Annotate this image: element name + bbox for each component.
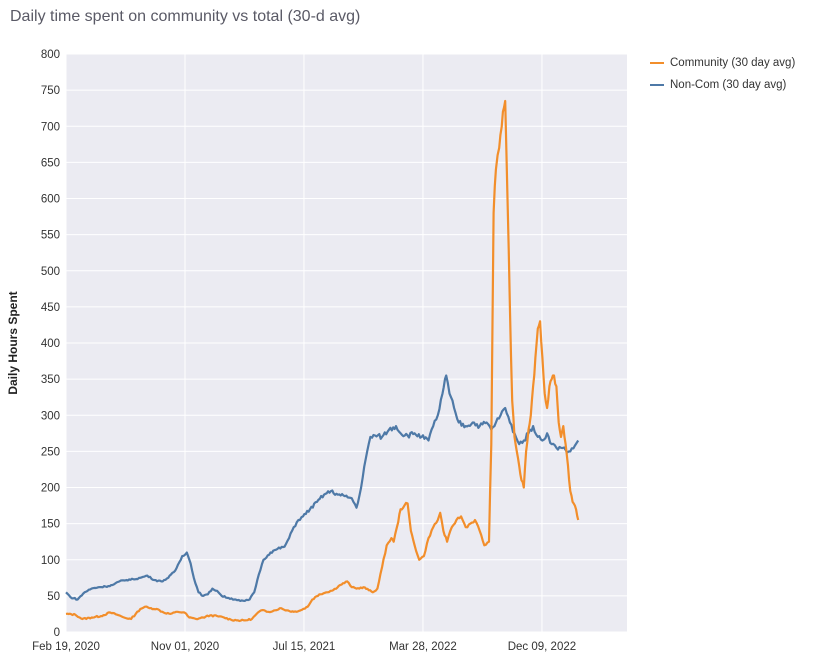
y-tick-label: 700	[41, 121, 60, 133]
legend-item-community[interactable]: Community (30 day avg)	[650, 52, 795, 74]
x-tick-label: Dec 09, 2022	[508, 641, 576, 653]
y-tick-label: 50	[47, 591, 60, 603]
y-tick-label: 450	[41, 302, 60, 314]
legend-swatch-non-com	[650, 84, 664, 86]
legend-label-community: Community (30 day avg)	[670, 57, 796, 69]
y-tick-label: 350	[41, 374, 60, 386]
y-tick-label: 100	[41, 555, 60, 567]
y-tick-label: 650	[41, 157, 60, 169]
y-tick-label: 250	[41, 446, 60, 458]
y-tick-label: 500	[41, 266, 60, 278]
legend-label-non-com: Non-Com (30 day avg)	[670, 79, 787, 91]
x-tick-label: Mar 28, 2022	[389, 641, 457, 653]
y-tick-label: 200	[41, 483, 60, 495]
y-tick-label: 550	[41, 230, 60, 242]
y-tick-label: 150	[41, 519, 60, 531]
x-tick-label: Jul 15, 2021	[273, 641, 336, 653]
y-tick-label: 750	[41, 85, 60, 97]
y-axis-label: Daily Hours Spent	[6, 291, 20, 394]
y-tick-label: 0	[54, 627, 60, 639]
y-tick-label: 400	[41, 338, 60, 350]
x-tick-label: Feb 19, 2020	[32, 641, 100, 653]
y-tick-label: 300	[41, 410, 60, 422]
legend-item-non-com[interactable]: Non-Com (30 day avg)	[650, 74, 795, 96]
y-tick-label: 600	[41, 194, 60, 206]
y-tick-label: 800	[41, 49, 60, 61]
series-line-non-com	[65, 374, 580, 602]
series-line-community	[65, 99, 580, 623]
x-tick-label: Nov 01, 2020	[151, 641, 219, 653]
legend: Community (30 day avg) Non-Com (30 day a…	[650, 52, 795, 96]
legend-swatch-community	[650, 62, 664, 64]
chart-title: Daily time spent on community vs total (…	[10, 8, 361, 25]
